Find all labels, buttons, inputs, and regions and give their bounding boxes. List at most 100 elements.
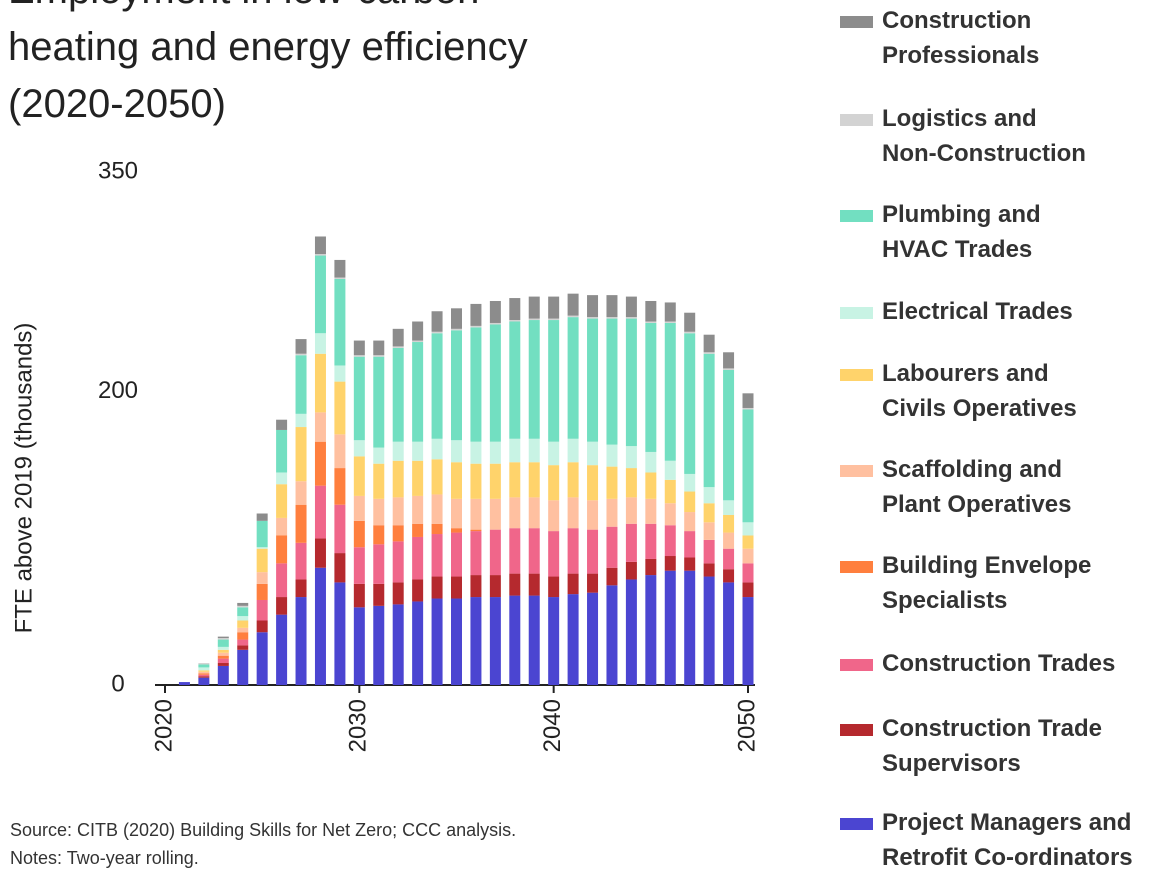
bar-segment xyxy=(295,353,307,356)
bar-segment xyxy=(412,523,424,537)
bar-segment xyxy=(703,352,715,354)
bar-segment xyxy=(489,324,501,442)
bar-segment xyxy=(295,427,307,482)
bar-segment xyxy=(548,531,560,577)
bar-segment xyxy=(431,576,443,599)
bar-segment xyxy=(528,573,540,596)
bar-segment xyxy=(645,451,657,473)
bar-segment xyxy=(548,576,560,598)
bar-segment xyxy=(528,320,540,439)
bar-segment xyxy=(334,468,346,505)
bar-segment xyxy=(509,320,521,322)
bar-segment xyxy=(295,413,307,428)
bar-segment xyxy=(276,472,288,485)
bar-segment xyxy=(295,339,307,354)
bar-segment xyxy=(237,639,249,646)
bar-segment xyxy=(334,365,346,382)
bar-segment xyxy=(625,468,637,498)
bar-segment xyxy=(645,322,657,452)
bar-segment xyxy=(548,320,560,442)
bar-segment xyxy=(509,595,521,685)
bar-segment xyxy=(217,639,229,647)
bar-segment xyxy=(373,463,385,499)
bar-segment xyxy=(548,465,560,501)
bar-segment xyxy=(567,497,579,529)
bar-segment xyxy=(451,330,462,441)
bar-segment xyxy=(723,369,735,501)
bar-segment xyxy=(587,465,599,501)
bar-segment xyxy=(373,340,385,356)
bar-segment xyxy=(723,352,735,369)
bar-segment xyxy=(451,308,462,329)
bar-segment xyxy=(256,520,268,548)
bar-segment xyxy=(567,317,579,439)
bar-segment xyxy=(353,495,365,521)
bar-segment xyxy=(489,463,501,499)
bar-segment xyxy=(217,665,229,685)
bar-segment xyxy=(431,438,443,460)
bar-segment xyxy=(489,300,501,323)
bar-segment xyxy=(742,563,754,583)
legend-swatch xyxy=(840,724,873,736)
bar-segment xyxy=(664,302,676,322)
bar-segment xyxy=(742,582,754,598)
bar-segment xyxy=(684,333,696,474)
bar-segment xyxy=(703,563,715,577)
bar-segment xyxy=(431,333,443,439)
bar-segment xyxy=(548,597,560,685)
bar-segment xyxy=(470,597,482,685)
bar-segment xyxy=(392,347,404,442)
bar-segment xyxy=(625,579,637,685)
bar-segment xyxy=(276,484,288,518)
legend-label: Labourers and Civils Operatives xyxy=(882,360,1077,422)
bar-segment xyxy=(353,440,365,457)
legend-swatch xyxy=(840,307,873,319)
bar-segment xyxy=(742,407,754,410)
bar-segment xyxy=(334,582,346,685)
bar-segment xyxy=(334,553,346,583)
bar-segment xyxy=(606,295,618,318)
bar-segment xyxy=(567,438,579,463)
bar-segment xyxy=(295,504,307,543)
bar-segment xyxy=(237,620,249,628)
bar-segment xyxy=(392,525,404,542)
bar-segment xyxy=(451,498,462,529)
bar-segment xyxy=(703,334,715,353)
bar-segment xyxy=(587,529,599,574)
bar-segment xyxy=(256,620,268,633)
legend-swatch xyxy=(840,16,873,28)
bar-segment xyxy=(412,342,424,442)
bar-segment xyxy=(198,676,210,678)
bar-segment xyxy=(314,353,326,413)
bar-segment xyxy=(684,557,696,571)
bar-segment xyxy=(392,604,404,685)
bar-segment xyxy=(373,544,385,584)
bar-segment xyxy=(217,649,229,653)
bar-segment xyxy=(217,658,229,664)
bar-segment xyxy=(664,479,676,504)
legend-swatch xyxy=(840,369,873,381)
legend-swatch xyxy=(840,818,873,830)
bar-segment xyxy=(373,355,385,357)
x-tick-label: 2020 xyxy=(150,699,177,752)
bar-segment xyxy=(470,325,482,328)
bar-segment xyxy=(587,592,599,685)
bar-segment xyxy=(703,353,715,488)
bar-segment xyxy=(723,500,735,515)
bar-segment xyxy=(548,296,560,319)
bar-segment xyxy=(295,597,307,685)
bar-segment xyxy=(373,498,385,526)
bar-segment xyxy=(587,500,599,530)
bar-segment xyxy=(217,638,229,640)
bar-segment xyxy=(217,663,229,666)
bar-segment xyxy=(334,278,346,366)
bar-segment xyxy=(625,296,637,318)
bar-segment xyxy=(431,459,443,495)
y-tick-label: 200 xyxy=(98,377,138,404)
bar-segment xyxy=(431,534,443,577)
bar-segment xyxy=(645,472,657,499)
bar-segment xyxy=(314,485,326,539)
bar-segment xyxy=(314,236,326,255)
bar-segment xyxy=(276,429,288,473)
bar-segment xyxy=(606,444,618,467)
